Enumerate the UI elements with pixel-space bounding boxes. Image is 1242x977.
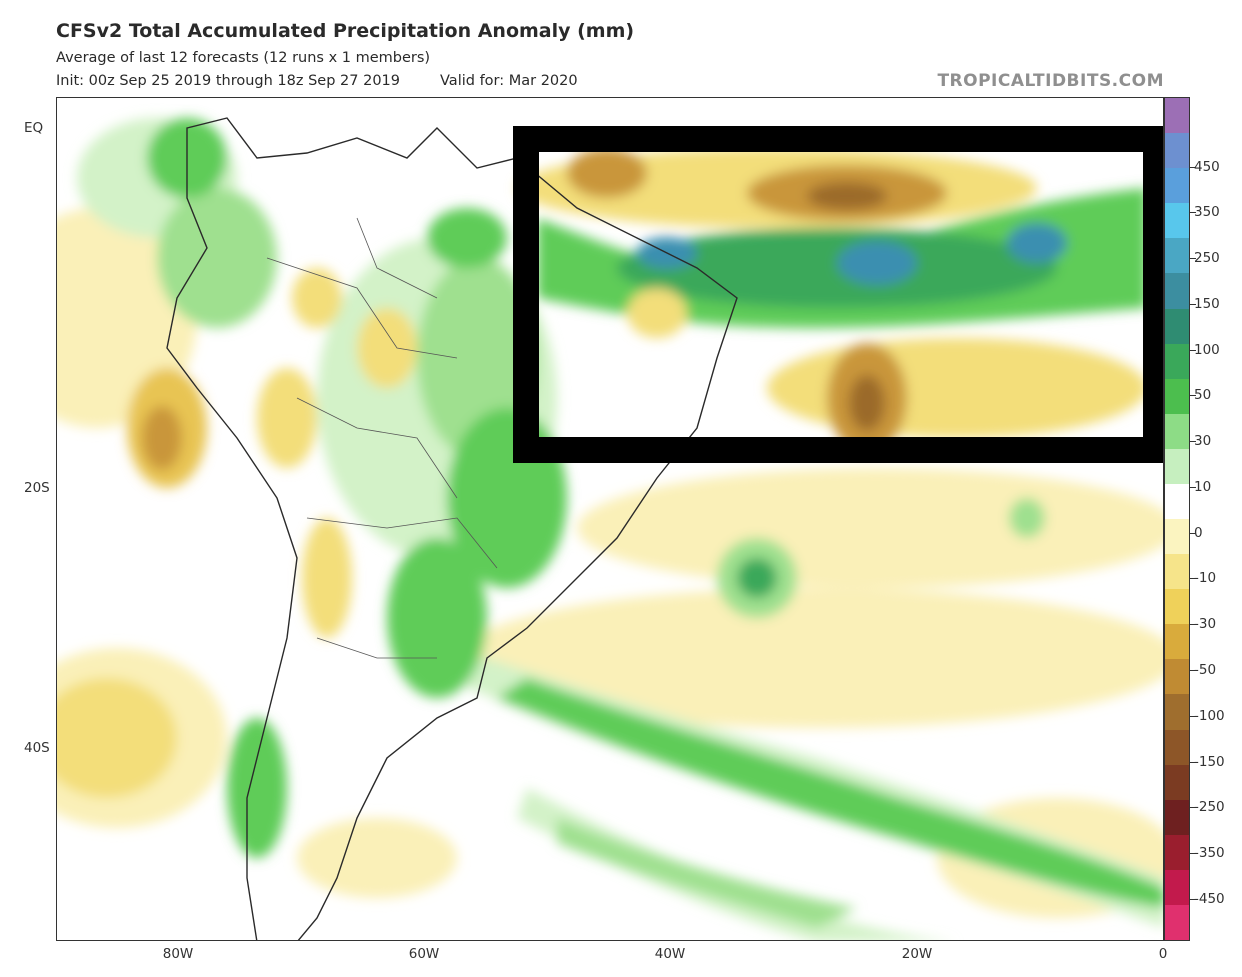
colorbar-label: 350 (1194, 204, 1220, 221)
highlight-box (513, 126, 1163, 463)
colorbar-segment (1165, 133, 1189, 169)
colorbar-tick (1190, 258, 1196, 260)
colorbar-tick (1190, 807, 1196, 809)
lat-label-20s: 20S (24, 480, 50, 496)
map-subtitle: Average of last 12 forecasts (12 runs x … (56, 50, 431, 66)
colorbar-segment (1165, 343, 1189, 380)
colorbar-label: -350 (1194, 845, 1225, 862)
colorbar-segment (1165, 483, 1189, 520)
colorbar-segment (1165, 694, 1189, 730)
lon-label-0: 0 (1158, 946, 1168, 962)
colorbar-segment (1165, 98, 1189, 134)
lat-label-eq: EQ (24, 120, 44, 136)
colorbar-label: -150 (1194, 753, 1225, 770)
colorbar-segment (1165, 624, 1189, 660)
colorbar-label: -450 (1194, 890, 1225, 907)
lon-label-80w: 80W (162, 946, 194, 962)
colorbar-label: 50 (1194, 387, 1212, 404)
colorbar-segment (1165, 308, 1189, 345)
colorbar-label: -50 (1194, 662, 1217, 678)
colorbar-segment (1165, 764, 1189, 801)
init-text: Init: 00z Sep 25 2019 through 18z Sep 27… (56, 73, 401, 89)
colorbar-label: -30 (1194, 616, 1217, 633)
colorbar-segment (1165, 273, 1189, 309)
colorbar-segment (1165, 554, 1189, 590)
colorbar-tick (1190, 670, 1196, 671)
colorbar-segment (1165, 519, 1189, 555)
colorbar-segment (1165, 799, 1189, 836)
coastline (166, 117, 738, 940)
brand-watermark: TROPICALTIDBITS.COM (937, 71, 1164, 91)
colorbar (1164, 97, 1190, 941)
colorbar-tick (1190, 486, 1196, 488)
colorbar-segment (1165, 448, 1189, 485)
lon-label-20w: 20W (901, 946, 933, 962)
colorbar-label: -100 (1194, 707, 1225, 724)
colorbar-label: -250 (1194, 799, 1225, 816)
colorbar-segment (1165, 238, 1189, 274)
colorbar-tick (1190, 303, 1196, 305)
colorbar-tick (1190, 441, 1196, 443)
colorbar-tick (1190, 395, 1196, 397)
colorbar-label: -10 (1194, 570, 1217, 587)
colorbar-segment (1165, 834, 1189, 871)
colorbar-segment (1165, 413, 1189, 450)
colorbar-tick (1190, 898, 1196, 900)
colorbar-segment (1165, 378, 1189, 415)
colorbar-tick (1190, 166, 1196, 168)
colorbar-label: 150 (1194, 295, 1220, 312)
colorbar-tick (1190, 578, 1196, 580)
map-title: CFSv2 Total Accumulated Precipitation An… (56, 20, 635, 42)
colorbar-segment (1165, 589, 1189, 625)
colorbar-label: 100 (1194, 341, 1220, 358)
colorbar-tick (1190, 212, 1196, 214)
colorbar-tick (1190, 715, 1196, 717)
anomaly-field (57, 118, 1163, 940)
colorbar-tick (1190, 761, 1196, 763)
colorbar-label: 250 (1194, 250, 1220, 267)
colorbar-label: 0 (1194, 524, 1203, 541)
lon-label-60w: 60W (408, 946, 440, 962)
colorbar-segment (1165, 904, 1189, 941)
map-canvas (57, 117, 1163, 940)
colorbar-tick (1190, 853, 1196, 855)
colorbar-segment (1165, 869, 1189, 906)
lon-label-40w: 40W (654, 946, 686, 962)
colorbar-tick (1190, 532, 1196, 534)
precipitation-anomaly-map (56, 97, 1164, 941)
colorbar-tick (1190, 624, 1196, 626)
colorbar-tick (1190, 349, 1196, 351)
colorbar-segment (1165, 168, 1189, 204)
init-valid-line: Init: 00z Sep 25 2019 through 18z Sep 27… (56, 73, 578, 89)
lat-label-40s: 40S (24, 740, 50, 756)
country-borders (266, 217, 498, 659)
colorbar-segment (1165, 203, 1189, 239)
colorbar-segment (1165, 729, 1189, 766)
valid-text: Valid for: Mar 2020 (440, 73, 578, 89)
colorbar-label: 30 (1194, 433, 1212, 450)
colorbar-label: 10 (1194, 478, 1212, 495)
colorbar-segment (1165, 659, 1189, 695)
colorbar-label: 450 (1194, 158, 1220, 175)
